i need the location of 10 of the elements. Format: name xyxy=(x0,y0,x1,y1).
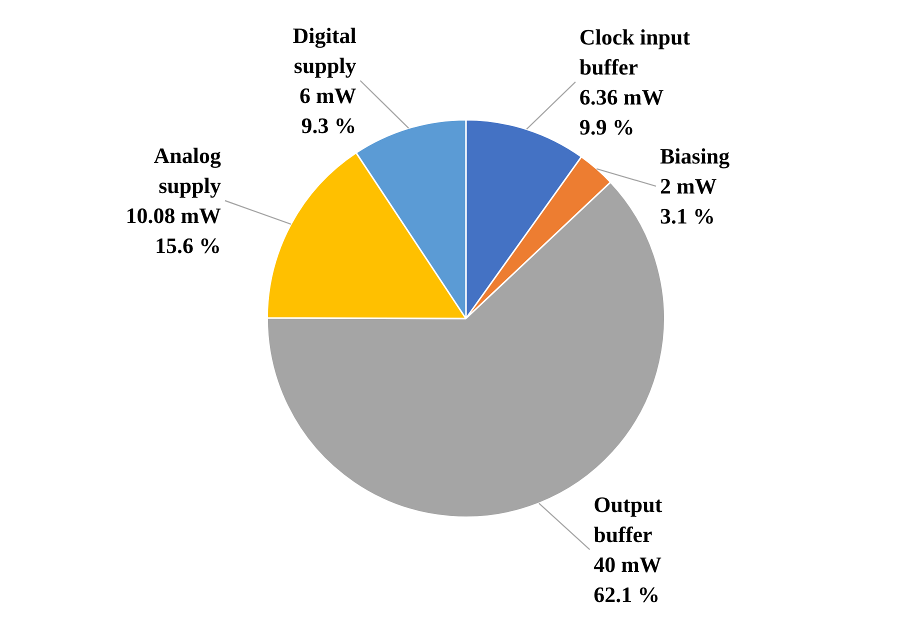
slice-label: Biasing xyxy=(660,144,730,169)
slice-label: Output buffer xyxy=(594,492,663,548)
data-label: 6.36 mW 9.9 % xyxy=(579,84,664,140)
data-label: 2 mW 3.1 % xyxy=(660,174,717,229)
data-label: 40 mW 62.1 % xyxy=(594,552,662,608)
slice-label: Digital supply xyxy=(292,23,356,78)
data-label: 6 mW 9.3 % xyxy=(299,83,356,138)
slice-label: Clock input buffer xyxy=(579,24,691,80)
data-label: 10.08 mW 15.6 % xyxy=(126,203,222,258)
slice-label: Analog supply xyxy=(154,143,222,198)
